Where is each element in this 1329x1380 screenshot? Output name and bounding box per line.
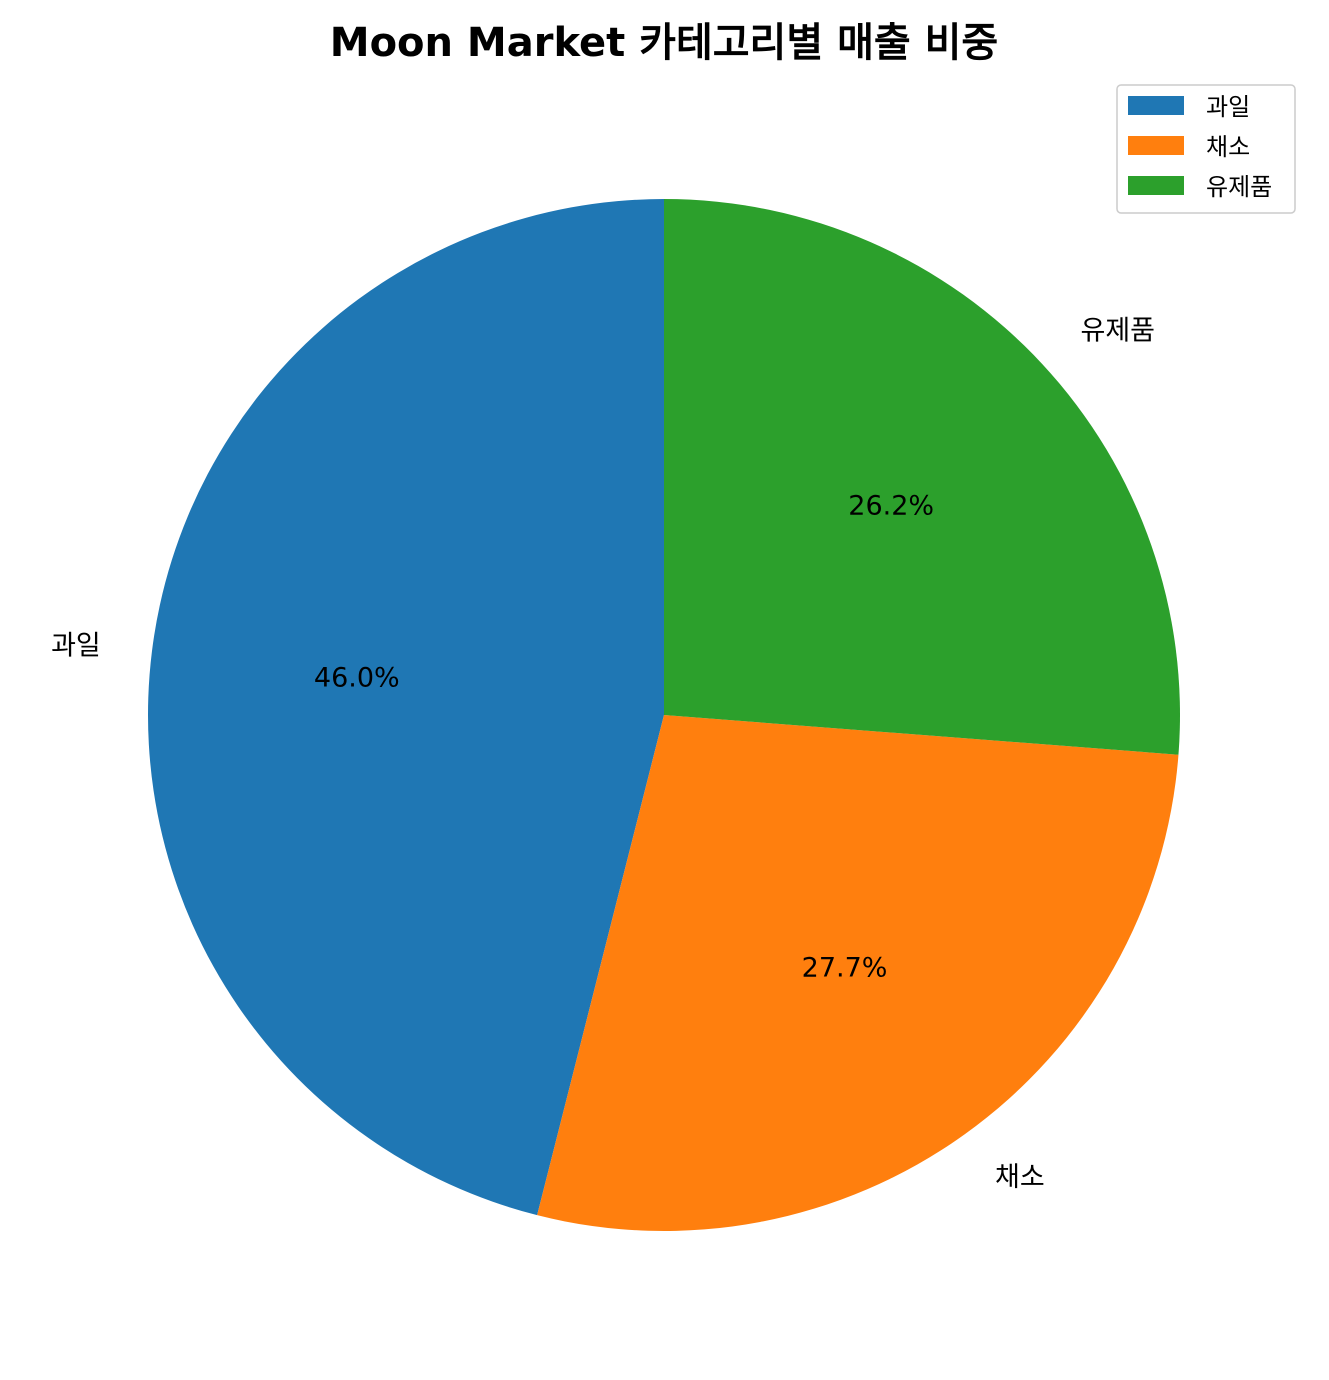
percent-labels: 46.0% 27.7% 26.2%	[314, 491, 934, 984]
legend-swatch-3	[1128, 176, 1184, 195]
percent-label-3: 26.2%	[848, 491, 934, 522]
category-label-3: 유제품	[1081, 315, 1156, 346]
percent-label-2: 27.7%	[802, 952, 888, 983]
pie-slice-3	[664, 199, 1180, 755]
legend-label-2: 채소	[1206, 133, 1250, 161]
category-label-1: 과일	[51, 631, 101, 662]
legend-label-3: 유제품	[1206, 173, 1272, 201]
pie-slice-1	[148, 199, 664, 1216]
pie-slice-2	[537, 715, 1179, 1231]
category-label-2: 채소	[995, 1162, 1045, 1193]
legend-label-1: 과일	[1206, 93, 1250, 121]
chart-title: Moon Market 카테고리별 매출 비중	[330, 20, 998, 66]
pie-slices	[148, 199, 1180, 1231]
legend-swatch-1	[1128, 96, 1184, 115]
percent-label-1: 46.0%	[314, 663, 400, 694]
legend-swatch-2	[1128, 136, 1184, 155]
